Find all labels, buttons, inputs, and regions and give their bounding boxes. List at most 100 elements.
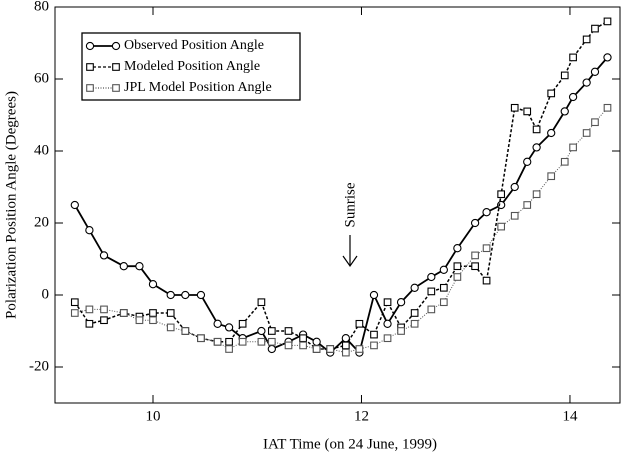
marker xyxy=(482,208,491,217)
marker xyxy=(482,244,491,253)
marker xyxy=(181,327,190,335)
marker xyxy=(149,309,157,317)
marker xyxy=(582,35,591,44)
marker xyxy=(148,280,158,289)
legend-label: JPL Model Position Angle xyxy=(124,80,272,95)
marker xyxy=(299,334,307,343)
marker xyxy=(257,326,266,336)
marker xyxy=(225,337,233,346)
marker xyxy=(569,143,577,152)
annotation-arrow xyxy=(342,235,358,268)
marker xyxy=(257,337,266,346)
x-tick-label: 10 xyxy=(145,408,160,424)
marker xyxy=(355,319,364,328)
marker xyxy=(603,53,612,62)
marker xyxy=(453,273,462,281)
y-tick-label: 60 xyxy=(34,70,49,86)
legend-marker xyxy=(86,84,94,92)
marker xyxy=(166,323,175,332)
marker xyxy=(603,103,612,112)
marker xyxy=(225,345,233,353)
marker xyxy=(510,211,519,220)
marker xyxy=(312,337,321,346)
marker xyxy=(267,327,276,335)
legend-label: Observed Position Angle xyxy=(124,38,264,53)
marker xyxy=(355,345,364,353)
marker xyxy=(532,143,541,152)
y-tick-label: 0 xyxy=(42,286,50,302)
marker xyxy=(70,309,79,317)
marker xyxy=(568,92,578,102)
legend-label: Modeled Position Angle xyxy=(124,59,260,74)
marker xyxy=(532,190,541,199)
marker xyxy=(370,330,378,339)
y-axis-label: Polarization Position Angle (Degrees) xyxy=(3,91,19,319)
marker xyxy=(284,341,293,350)
marker xyxy=(299,341,307,350)
legend-marker xyxy=(112,84,120,92)
x-tick-label: 12 xyxy=(354,408,369,424)
marker xyxy=(213,319,222,328)
marker xyxy=(590,67,600,76)
marker xyxy=(135,316,144,325)
marker xyxy=(497,200,506,210)
marker xyxy=(532,125,541,134)
marker xyxy=(370,341,378,350)
marker xyxy=(582,78,591,87)
marker xyxy=(213,337,222,346)
marker xyxy=(439,298,448,307)
marker xyxy=(560,71,569,80)
marker xyxy=(427,287,436,296)
marker xyxy=(523,201,532,209)
marker xyxy=(181,290,190,300)
legend-marker xyxy=(112,63,120,71)
marker xyxy=(100,316,108,325)
marker xyxy=(482,276,491,285)
marker xyxy=(497,190,506,199)
marker xyxy=(326,345,335,353)
marker xyxy=(397,327,405,335)
marker xyxy=(149,316,157,325)
marker xyxy=(569,53,577,62)
marker xyxy=(497,222,506,231)
marker xyxy=(85,305,94,314)
marker xyxy=(410,283,419,292)
marker xyxy=(85,226,94,235)
marker xyxy=(70,298,79,307)
marker xyxy=(591,24,599,33)
marker xyxy=(257,298,266,307)
y-tick-label: 20 xyxy=(34,214,49,230)
x-tick-label: 14 xyxy=(562,408,578,424)
legend: Observed Position Angle Modeled Position … xyxy=(81,32,301,101)
marker xyxy=(197,334,205,343)
legend-marker xyxy=(111,41,121,51)
marker xyxy=(547,172,556,181)
marker xyxy=(369,290,379,300)
marker xyxy=(341,341,350,350)
marker xyxy=(99,251,109,260)
marker xyxy=(284,327,293,335)
marker xyxy=(383,298,392,307)
marker xyxy=(453,244,462,253)
y-tick-label: -20 xyxy=(29,358,49,374)
marker xyxy=(523,107,532,116)
marker xyxy=(383,319,392,328)
marker xyxy=(410,319,419,328)
x-axis-label: IAT Time (on 24 June, 1999) xyxy=(263,436,437,452)
marker xyxy=(383,334,392,343)
legend-marker xyxy=(85,41,95,51)
marker xyxy=(453,262,462,271)
marker xyxy=(439,265,448,274)
marker xyxy=(510,103,519,112)
marker xyxy=(547,89,556,98)
marker xyxy=(224,323,234,332)
y-tick-label: 40 xyxy=(34,142,49,158)
y-tick-label: 80 xyxy=(34,0,49,14)
marker xyxy=(410,309,419,317)
marker xyxy=(267,344,276,354)
marker xyxy=(85,319,94,328)
marker xyxy=(560,157,569,166)
marker xyxy=(470,218,480,228)
marker xyxy=(547,128,556,138)
